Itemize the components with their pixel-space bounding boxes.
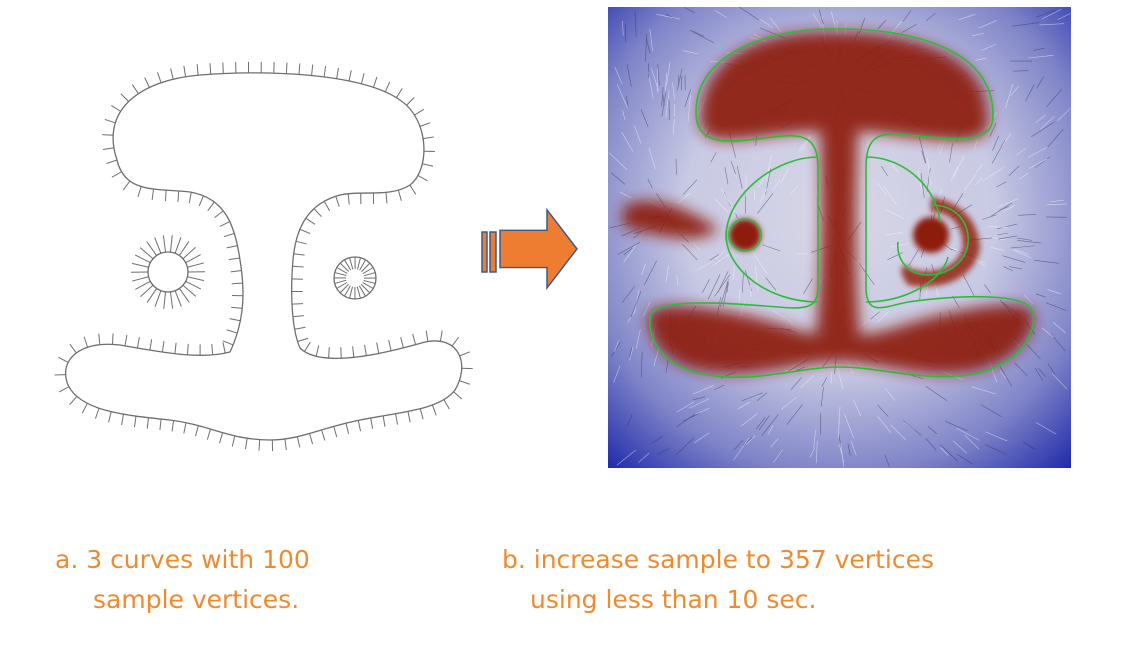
zero-contour-group [649, 28, 1035, 378]
sink-points [729, 197, 980, 287]
field-visualization [608, 7, 1071, 468]
arrow-body [499, 208, 578, 290]
outer-contour [649, 28, 1035, 378]
right-inner-contour [865, 156, 949, 303]
high-value-regions [623, 31, 1034, 374]
caption-a: a. 3 curves with 100 sample vertices. [55, 540, 310, 620]
right-arrow-icon [481, 208, 578, 290]
right-circle-curve-ticks [333, 256, 377, 300]
right-spiral-contour [897, 204, 969, 276]
left-circle-curve-ticks [130, 235, 206, 309]
outer-h-curve-ticks [54, 61, 473, 451]
outer-h-curve [65, 72, 463, 441]
arrow-stripe-2 [489, 231, 497, 273]
left-circle-curve [147, 251, 189, 293]
caption-a-line2: sample vertices. [93, 585, 300, 614]
caption-b: b. increase sample to 357 vertices using… [502, 540, 934, 620]
caption-a-line1: a. 3 curves with 100 [55, 545, 310, 574]
left-inner-contour [725, 156, 819, 303]
input-curves-figure [54, 61, 473, 451]
caption-b-line1: b. increase sample to 357 vertices [502, 545, 934, 574]
caption-b-line2: using less than 10 sec. [530, 585, 817, 614]
input-curve-group [54, 61, 473, 451]
left-circle-contour [728, 218, 762, 252]
arrow-stripe-1 [481, 231, 488, 273]
